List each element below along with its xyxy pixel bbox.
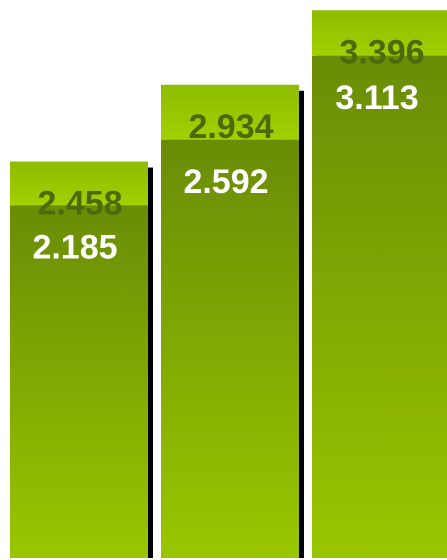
bar-upper-segment [161, 84, 299, 140]
bar-value-label: 3.113 [335, 79, 418, 117]
bar-total-label: 2.458 [37, 185, 122, 223]
bar-bottom-segment [161, 139, 299, 558]
bar-total-label: 2.934 [188, 108, 273, 146]
bar-upper-segment [10, 161, 148, 206]
bar-total-label: 3.396 [339, 33, 424, 71]
bar-bottom-segment [312, 55, 447, 558]
bar-value-label: 2.592 [183, 163, 268, 201]
bar-upper-segment [312, 10, 447, 56]
bar-value-label: 2.185 [32, 229, 117, 267]
bar-bottom-segment [10, 205, 148, 559]
